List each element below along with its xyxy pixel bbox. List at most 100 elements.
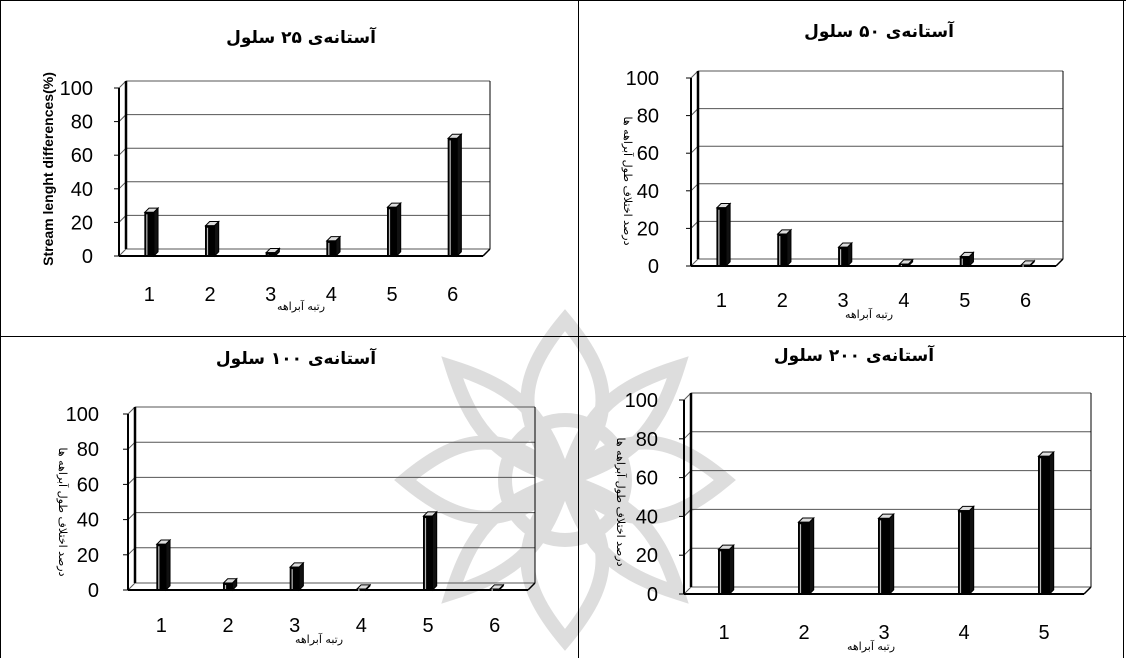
gridlines [690, 70, 1063, 267]
chart-panel-200: آستانه‌ی ۲۰۰ سلول 0 20 40 60 80 100 1 2 3 4 5 رتب… [579, 337, 1123, 658]
bar-front [356, 588, 367, 591]
x-tick-label: 3 [265, 284, 276, 306]
y-tick-label: 100 [626, 68, 659, 90]
vertical-divider [578, 0, 579, 658]
bar-side [847, 241, 853, 268]
gridline-side [690, 258, 699, 267]
bar-side [809, 516, 815, 596]
bar [222, 577, 238, 592]
bar-side [729, 543, 735, 596]
y-tick-label: 80 [637, 106, 659, 128]
axes [123, 407, 536, 591]
chart-panel-25: آستانه‌ی ۲۵ سلول 0 20 40 60 80 100 1 2 3 4 5 6 رتب… [1, 1, 578, 336]
x-tick-label: 4 [326, 284, 337, 306]
y-tick-label: 0 [648, 256, 659, 278]
y-tick-label: 60 [71, 145, 93, 167]
bar [288, 561, 305, 592]
y-tick-label: 40 [77, 510, 99, 532]
x-axis-label: رتبه آبراهه [847, 639, 895, 653]
y-tick-label: 80 [636, 429, 658, 451]
y-tick-labels: 0 20 40 60 80 100 [66, 404, 99, 602]
bar [837, 241, 853, 268]
x-tick-label: 2 [777, 290, 788, 312]
y-tick-label: 0 [647, 584, 658, 606]
floor-edge [527, 582, 536, 591]
y-tick-label: 100 [625, 390, 658, 412]
bars [155, 510, 505, 592]
y-tick-label: 100 [66, 404, 99, 426]
bar-side [165, 538, 171, 592]
y-tick-label: 40 [71, 179, 93, 201]
x-tick-label: 1 [156, 615, 167, 637]
chart-svg-50: آستانه‌ی ۵۰ سلول 0 20 40 60 80 100 1 2 3 4 5 6 رتب… [621, 20, 1064, 321]
bar-front [838, 246, 849, 267]
y-tick-label: 20 [636, 545, 658, 567]
bar-front [718, 548, 730, 595]
chart-panel-50: آستانه‌ی ۵۰ سلول 0 20 40 60 80 100 1 2 3 4 5 6 رتب… [579, 1, 1123, 336]
bar-front [798, 521, 810, 595]
y-tick-label: 80 [71, 112, 93, 134]
bar [959, 251, 975, 268]
floor-edge [1055, 258, 1064, 267]
y-axis-label: درصد اختلاف طول آبراهه ها [56, 448, 70, 577]
x-tick-labels: 1 2 3 4 5 6 [716, 290, 1031, 312]
bar-side [432, 510, 438, 592]
chart-svg-100: آستانه‌ی ۱۰۰ سلول 0 20 40 60 80 100 1 2 3 4 5 6 رت… [56, 347, 536, 646]
bar-front [958, 510, 970, 595]
chart-title: آستانه‌ی ۲۵ سلول [226, 26, 377, 48]
chart-svg-25: آستانه‌ی ۲۵ سلول 0 20 40 60 80 100 1 2 3 4 5 6 رتب… [40, 26, 491, 313]
x-axis-label: رتبه آبراهه [845, 307, 893, 321]
bar [717, 543, 735, 596]
x-tick-label: 5 [1038, 622, 1049, 644]
bar [1037, 450, 1055, 596]
y-tick-label: 60 [77, 474, 99, 496]
gridlines [118, 80, 490, 257]
y-tick-label: 60 [637, 143, 659, 165]
bar [155, 538, 172, 592]
bars [717, 450, 1055, 596]
x-tick-label: 6 [447, 284, 458, 306]
bar [488, 583, 505, 592]
bar-front [326, 240, 337, 257]
x-tick-label: 2 [204, 284, 215, 306]
bar [325, 235, 342, 258]
chart-panel-100: آستانه‌ی ۱۰۰ سلول 0 20 40 60 80 100 1 2 3 4 5 6 رت… [1, 337, 578, 658]
chart-title: آستانه‌ی ۱۰۰ سلول [216, 347, 377, 369]
bar-front [265, 252, 276, 257]
x-tick-label: 3 [289, 615, 300, 637]
bar-side [335, 235, 341, 258]
y-tick-label: 0 [82, 246, 93, 268]
x-tick-label: 2 [798, 622, 809, 644]
bar-side [214, 220, 220, 258]
bar-side [1049, 450, 1055, 596]
bar-front [878, 517, 890, 595]
bar-side [298, 561, 304, 592]
x-tick-label: 6 [489, 615, 500, 637]
gridlines [683, 392, 1091, 595]
bar [386, 201, 402, 258]
bar [898, 258, 914, 268]
x-tick-label: 4 [958, 622, 969, 644]
chart-svg-200: آستانه‌ی ۲۰۰ سلول 0 20 40 60 80 100 1 2 3 4 5 رتب… [614, 344, 1092, 653]
x-tick-label: 4 [356, 615, 367, 637]
y-tick-labels: 0 20 40 60 80 100 [626, 68, 659, 278]
bars [715, 202, 1036, 268]
bar-front [289, 566, 300, 591]
y-tick-label: 60 [636, 468, 658, 490]
y-tick-label: 0 [88, 580, 99, 602]
x-tick-label: 3 [838, 290, 849, 312]
outer-border-right [1123, 0, 1124, 658]
bar [355, 583, 372, 592]
y-tick-labels: 0 20 40 60 80 100 [625, 390, 658, 606]
y-tick-label: 20 [77, 545, 99, 567]
bar-front [716, 207, 727, 267]
y-tick-label: 80 [77, 439, 99, 461]
x-tick-label: 4 [898, 290, 909, 312]
gridlines [127, 406, 535, 591]
x-tick-labels: 1 2 3 4 5 6 [156, 615, 500, 637]
x-tick-label: 1 [144, 284, 155, 306]
x-tick-label: 6 [1020, 290, 1031, 312]
y-tick-label: 40 [636, 506, 658, 528]
bar-front [447, 137, 458, 257]
